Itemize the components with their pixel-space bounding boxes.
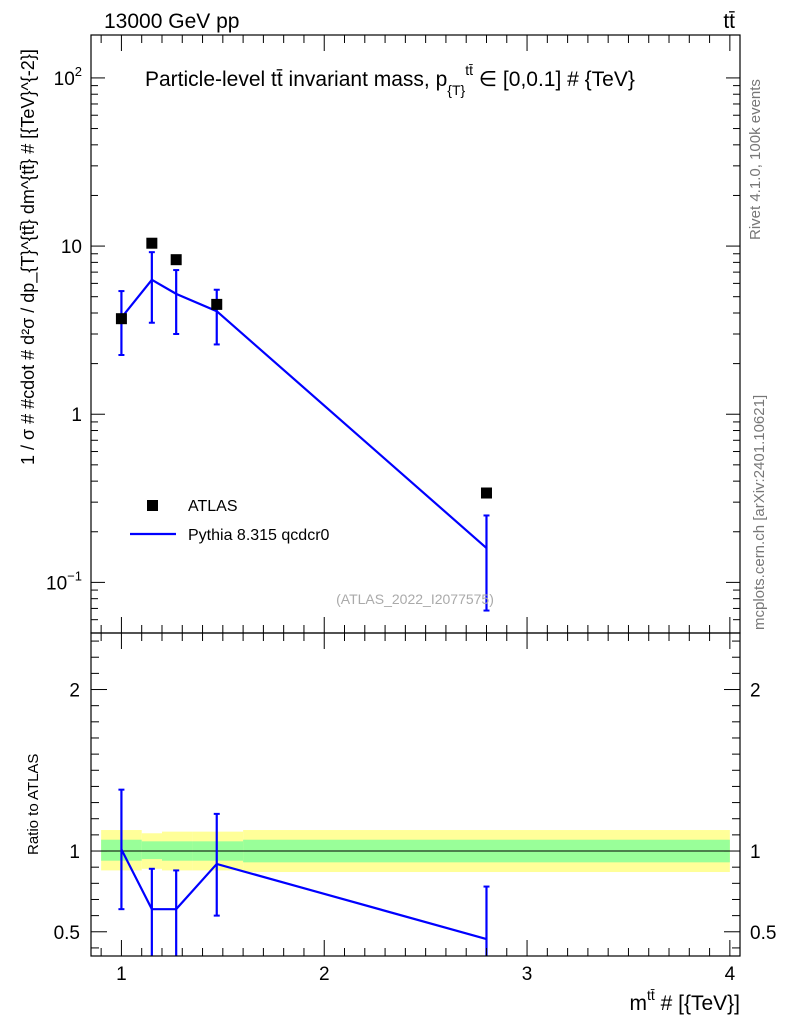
uncertainty-inner-segment: [141, 841, 162, 860]
main-y-tick-label: 1: [71, 405, 82, 426]
ratio-y-tick-label: 1: [69, 842, 80, 863]
atlas-data-point: [211, 298, 223, 310]
atlas-data-point: [480, 487, 492, 499]
ratio-y-tick-label: 2: [69, 681, 80, 702]
main-y-tick-label: 102: [54, 64, 82, 90]
ratio-y-tick-label-right: 0.5: [750, 923, 776, 944]
main-x-ticks: [100, 35, 731, 633]
atlas-data-point: [115, 313, 127, 325]
x-axis-label: mtt̄ # [{TeV}]: [629, 987, 740, 1015]
x-tick-label: 2: [319, 964, 330, 985]
main-y-tick-label: 10−1: [46, 568, 82, 594]
x-axis-label-sup: tt̄: [647, 987, 655, 1003]
chart-title: Particle-level tt̄ invariant mass, p{T}t…: [145, 62, 635, 98]
chart-title-main: Particle-level tt̄ invariant mass, p: [145, 68, 447, 91]
x-tick-label: 3: [522, 964, 533, 985]
rivet-label: Rivet 4.1.0, 100k events: [747, 79, 764, 240]
ratio-y-tick-label: 0.5: [54, 923, 80, 944]
main-series: [115, 237, 492, 612]
legend-atlas-label: ATLAS: [188, 498, 238, 515]
ratio-y-label: Ratio to ATLAS: [25, 754, 42, 855]
x-tick-label: 1: [116, 964, 127, 985]
legend: ATLAS Pythia 8.315 qcdcr0: [130, 498, 330, 544]
main-y-tick-label: 10: [61, 237, 82, 258]
atlas-data-point: [146, 237, 158, 249]
analysis-watermark: (ATLAS_2022_I2077575): [336, 591, 494, 607]
main-y-axis: 10−1 1 10 102: [46, 64, 740, 634]
atlas-data-point: [170, 254, 182, 266]
x-tick-label: 4: [725, 964, 736, 985]
chart-title-sup: tt̄: [465, 62, 473, 78]
legend-atlas-marker: [147, 500, 158, 511]
x-axis-label-rest: # [{TeV}]: [655, 992, 740, 1015]
ratio-y-tick-label-right: 2: [750, 681, 761, 702]
ratio-series: [118, 788, 490, 956]
main-panel: 10−1 1 10 102 Particle-level tt̄ invariant …: [18, 34, 741, 634]
header-right-label: tt̄: [723, 10, 735, 33]
ratio-x-axis: 1 2 3 4: [100, 633, 736, 985]
ratio-frame: [90, 632, 741, 957]
x-axis-label-main: m: [629, 992, 647, 1015]
ratio-panel: 0.5 0.5 1 1 2 2 1 2 3 4 Ratio to ATLAS mtt̄ # [{…: [25, 632, 776, 1015]
header-left-label: 13000 GeV pp: [104, 10, 239, 33]
mcplots-label: mcplots.cern.ch [arXiv:2401.10621]: [751, 395, 768, 630]
chart-title-sub: {T}: [447, 82, 465, 98]
main-y-label: 1 / σ # #cdot # d²σ / dp_{T}^{tt̄} dm^{t…: [18, 49, 39, 465]
chart-title-rest: ∈ [0,0.1] # {TeV}: [473, 68, 635, 91]
ratio-y-tick-label-right: 1: [750, 842, 761, 863]
legend-pythia-label: Pythia 8.315 qcdcr0: [188, 527, 330, 544]
ratio-y-axis: 0.5 0.5 1 1 2 2: [54, 640, 776, 949]
